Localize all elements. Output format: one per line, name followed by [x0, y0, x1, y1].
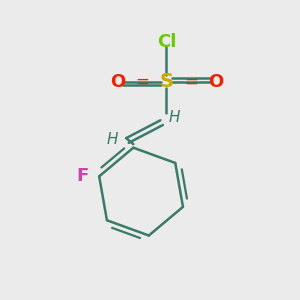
Text: O: O [208, 73, 223, 91]
Text: O: O [110, 73, 125, 91]
Text: =: = [135, 73, 149, 91]
Text: Cl: Cl [157, 32, 176, 50]
Text: S: S [159, 72, 173, 91]
Text: H: H [106, 132, 118, 147]
Text: H: H [169, 110, 180, 125]
Text: =: = [184, 73, 198, 91]
Text: F: F [77, 167, 89, 185]
